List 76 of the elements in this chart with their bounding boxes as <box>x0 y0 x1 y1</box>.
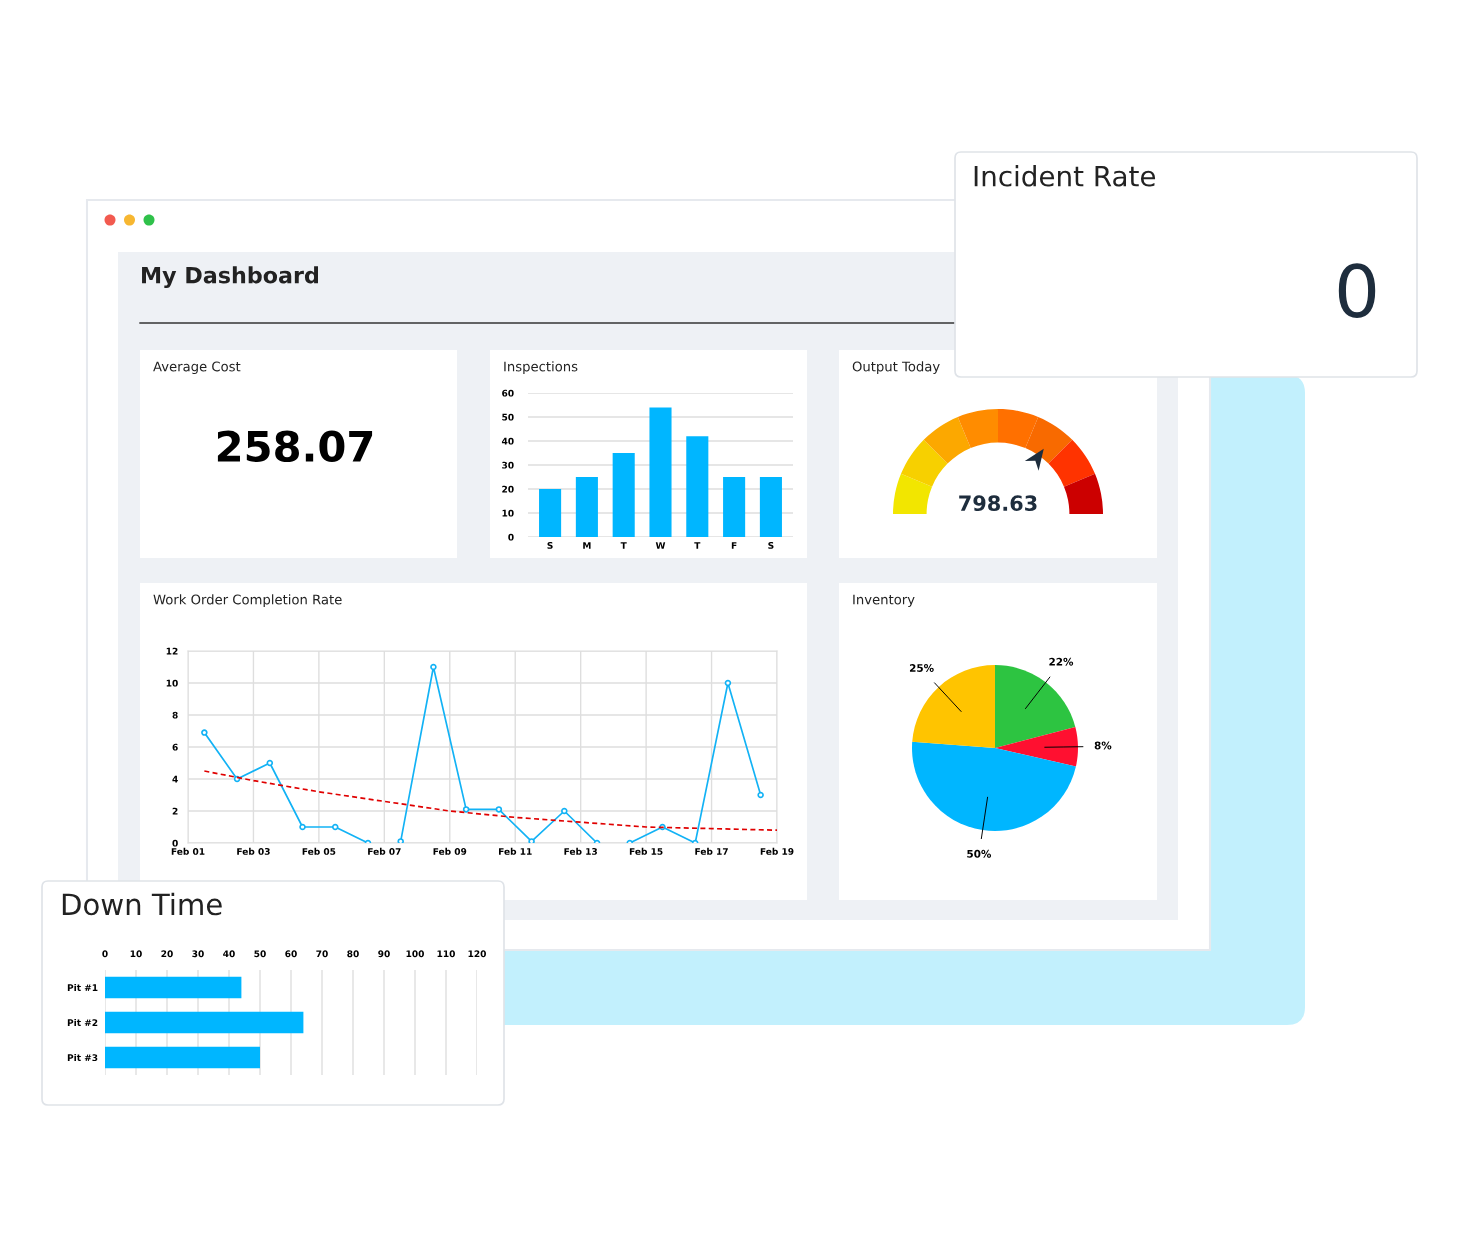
x-tick-label: Feb 15 <box>629 847 663 855</box>
text: 798.63 <box>959 495 1037 512</box>
x-tick-label: Feb 01 <box>171 847 205 855</box>
x-tick-label: Feb 09 <box>433 847 467 855</box>
pie-slice <box>995 727 1078 767</box>
x-tick-label: 90 <box>378 950 390 958</box>
x-tick-label: 40 <box>223 950 235 958</box>
bar <box>612 453 635 537</box>
pie-slice <box>912 741 1076 831</box>
data-label: 8% <box>1094 741 1112 750</box>
y-tick-label: 6 <box>172 743 178 751</box>
y-tick-label: Pit #1 <box>67 984 98 991</box>
x-tick-label: 10 <box>130 950 142 958</box>
y-tick-label: 50 <box>502 413 514 421</box>
bar <box>105 1046 260 1069</box>
x-tick-label: Feb 13 <box>564 847 597 855</box>
x-tick-label: 30 <box>192 950 204 958</box>
bar <box>759 477 782 537</box>
x-tick-label: Feb 03 <box>237 847 270 855</box>
x-tick-label: 70 <box>316 950 328 958</box>
bar <box>686 436 709 537</box>
chart-title: Work Order Completion Rate <box>153 594 342 607</box>
y-tick-label: 12 <box>166 647 178 655</box>
x-tick-label: Feb 05 <box>302 847 336 855</box>
y-tick-label: 10 <box>502 509 514 517</box>
text: Incident Rate <box>974 165 1156 187</box>
data-label: 25% <box>909 664 934 672</box>
data-label: 22% <box>1049 657 1074 666</box>
y-tick-label: 20 <box>502 485 514 493</box>
bar <box>539 489 562 537</box>
x-tick-label: Feb 07 <box>368 847 401 855</box>
x-tick-label: 20 <box>161 950 173 958</box>
x-tick-label: S <box>547 542 553 549</box>
bar <box>723 477 746 537</box>
x-tick-label: 80 <box>347 950 359 958</box>
y-tick-label: Pit #3 <box>67 1054 98 1062</box>
text: My Dashboard <box>142 266 318 288</box>
y-tick-label: 30 <box>502 461 514 469</box>
x-tick-label: T <box>694 542 701 549</box>
pie-slice <box>912 665 995 748</box>
y-tick-label: Pit #2 <box>67 1019 98 1026</box>
chart-title: Down Time <box>62 892 222 916</box>
x-tick-label: 110 <box>437 950 455 958</box>
y-tick-label: 0 <box>508 533 514 541</box>
pie-slice <box>995 665 1076 748</box>
bar <box>575 477 598 537</box>
x-tick-label: F <box>731 542 737 549</box>
chart-title: Inspections <box>504 361 578 374</box>
text: 258.07 <box>217 430 373 463</box>
data-label: 50% <box>967 849 992 858</box>
x-tick-label: Feb 17 <box>695 847 728 855</box>
y-tick-label: 2 <box>172 807 178 815</box>
x-tick-label: W <box>655 542 666 549</box>
bar <box>105 1011 304 1034</box>
x-tick-label: 60 <box>285 950 297 958</box>
text: 0 <box>1338 263 1376 318</box>
x-tick-label: Feb 19 <box>760 847 794 855</box>
chart-title: Output Today <box>852 361 940 374</box>
y-tick-label: 0 <box>172 839 178 847</box>
text: Average Cost <box>153 361 241 374</box>
y-tick-label: 40 <box>501 437 514 445</box>
x-tick-label: 0 <box>102 950 108 958</box>
x-tick-label: T <box>620 542 627 549</box>
x-tick-label: S <box>768 542 774 549</box>
y-tick-label: 10 <box>166 679 178 687</box>
bar <box>649 407 672 537</box>
x-tick-label: Feb 11 <box>499 847 532 855</box>
x-tick-label: M <box>583 542 591 549</box>
x-tick-label: 50 <box>254 950 266 958</box>
x-tick-label: 100 <box>406 950 424 958</box>
y-tick-label: 4 <box>172 775 178 783</box>
x-tick-label: 120 <box>468 950 486 958</box>
y-tick-label: 60 <box>502 389 514 397</box>
bar <box>105 976 242 999</box>
y-tick-label: 8 <box>172 711 178 719</box>
chart-title: Inventory <box>853 594 915 607</box>
